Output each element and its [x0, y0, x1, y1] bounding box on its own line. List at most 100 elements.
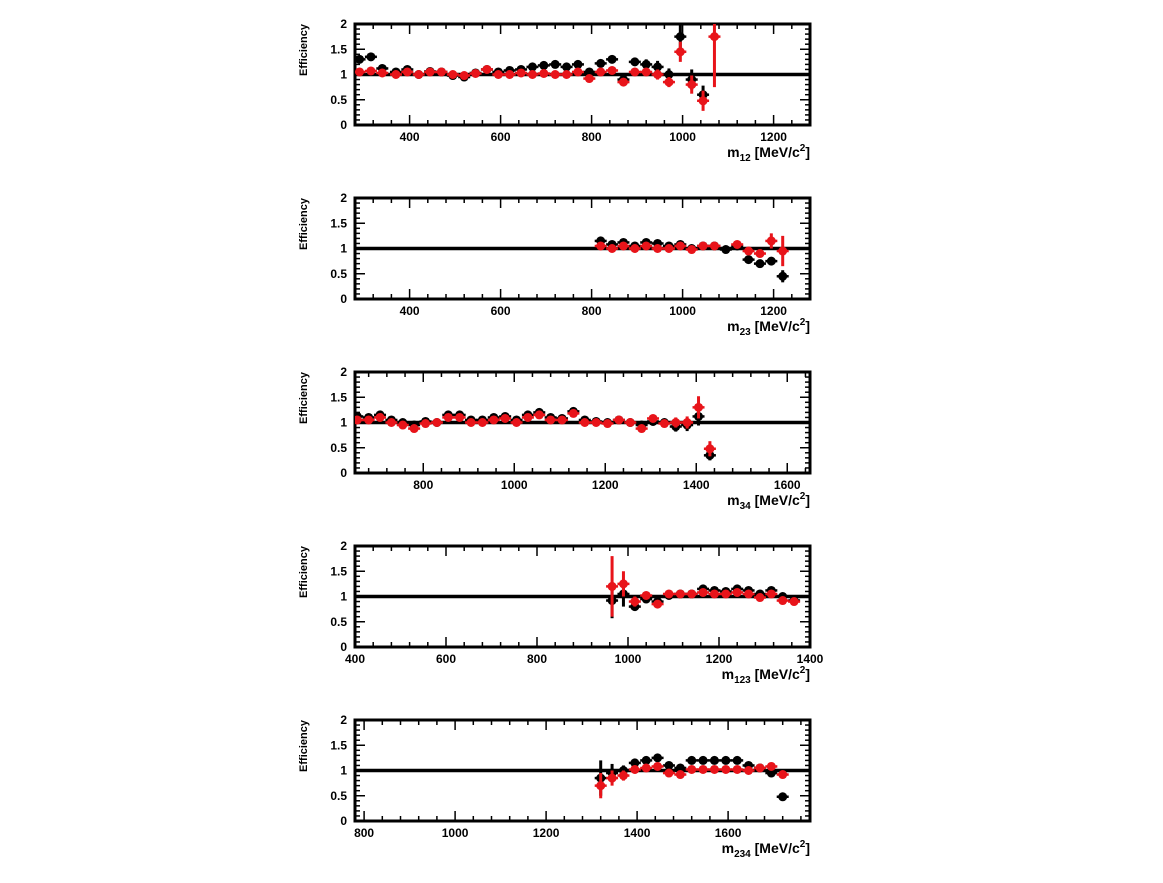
red-data-point [766, 589, 776, 599]
red-data-point [653, 599, 663, 609]
red-data-point [755, 593, 765, 603]
black-data-point [562, 62, 572, 72]
red-data-point [477, 418, 487, 427]
y-tick-label: 2 [340, 17, 347, 31]
panel-svg: 800 1000 1200 1400 1600 0 0.5 1 1.5 2 Efficiency m2… [298, 713, 812, 860]
red-data-point [618, 771, 628, 781]
efficiency-panel-123: 400 600 800 1000 1200 1400 0 0.5 1 1.5 2 Efficiency… [280, 534, 840, 704]
red-data-point [364, 415, 374, 425]
red-data-point [648, 413, 658, 423]
black-data-point [755, 259, 765, 269]
efficiency-panel-234: 800 1000 1200 1400 1600 0 0.5 1 1.5 2 Efficiency m2… [280, 708, 840, 878]
y-tick-label: 0.5 [330, 789, 347, 803]
black-data-point [550, 59, 560, 69]
black-data-point [573, 59, 583, 69]
red-data-point [732, 764, 742, 774]
red-data-point [698, 241, 708, 251]
y-tick-label: 1.5 [330, 42, 347, 56]
red-data-point [641, 763, 651, 773]
black-data-point [732, 755, 742, 765]
red-data-point [607, 65, 617, 75]
x-tick-label: 600 [491, 130, 511, 144]
red-data-point [355, 415, 362, 425]
red-data-point [789, 597, 799, 607]
panel-svg: 400 600 800 1000 1200 0 0.5 1 1.5 2 Efficiency m12 … [298, 17, 812, 164]
red-data-point [550, 70, 560, 79]
x-tick-label: 1000 [501, 478, 528, 492]
red-data-point [421, 419, 431, 429]
red-data-point [744, 766, 754, 775]
red-data-point [489, 415, 499, 425]
red-data-point [436, 67, 446, 77]
y-tick-label: 0 [340, 640, 347, 654]
y-tick-label: 0 [340, 466, 347, 480]
x-tick-label: 400 [345, 652, 365, 666]
red-data-point [671, 418, 681, 427]
red-data-point [744, 589, 754, 599]
y-tick-label: 1.5 [330, 738, 347, 752]
y-tick-label: 0.5 [330, 441, 347, 455]
panel-svg: 400 600 800 1000 1200 0 0.5 1 1.5 2 Efficiency m23 … [298, 191, 812, 338]
y-tick-label: 1 [340, 590, 347, 604]
x-tick-label: 1200 [533, 826, 560, 840]
red-data-point [732, 239, 742, 249]
red-data-point [778, 770, 788, 780]
red-data-point [721, 589, 731, 599]
red-data-point [607, 773, 617, 783]
x-tick-label: 1000 [615, 652, 642, 666]
red-data-point [687, 245, 697, 255]
x-tick-label: 1600 [715, 826, 742, 840]
red-data-point [694, 402, 704, 412]
x-tick-label: 800 [582, 304, 602, 318]
red-data-point [584, 74, 594, 84]
x-axis-label: m123 [MeV/c2] [722, 665, 810, 686]
y-tick-label: 2 [340, 191, 347, 205]
red-data-point [614, 415, 624, 425]
red-data-point [641, 590, 651, 600]
red-data-point [466, 418, 476, 427]
red-data-point [687, 589, 697, 599]
y-tick-label: 0.5 [330, 615, 347, 629]
red-data-point [580, 418, 590, 427]
red-data-point [675, 589, 685, 599]
red-data-point [603, 419, 613, 429]
red-data-point [557, 415, 567, 425]
red-data-point [653, 244, 663, 253]
x-tick-label: 1200 [706, 652, 733, 666]
y-tick-label: 1.5 [330, 390, 347, 404]
red-data-point [618, 77, 628, 87]
x-tick-label: 1200 [592, 478, 619, 492]
y-axis-label: Efficiency [298, 719, 310, 772]
x-axis-label: m12 [MeV/c2] [727, 143, 810, 164]
red-data-point [755, 763, 765, 773]
x-tick-label: 800 [582, 130, 602, 144]
x-tick-label: 800 [413, 478, 433, 492]
red-data-point [641, 67, 651, 77]
red-data-point [546, 415, 556, 425]
red-data-point [425, 67, 435, 77]
red-data-point [653, 761, 663, 771]
red-data-point [618, 241, 628, 251]
x-tick-label: 1000 [669, 130, 696, 144]
red-data-point [386, 418, 396, 427]
red-data-point [687, 80, 697, 90]
y-tick-label: 0 [340, 292, 347, 306]
red-data-point [698, 764, 708, 774]
red-data-point [482, 64, 492, 74]
x-tick-label: 1400 [797, 652, 824, 666]
x-axis-label: m23 [MeV/c2] [727, 317, 810, 338]
red-data-point [512, 418, 522, 427]
red-data-point [596, 781, 606, 791]
red-data-point [355, 67, 365, 77]
red-data-point [766, 236, 776, 246]
x-tick-label: 1200 [760, 304, 787, 318]
red-data-point [625, 418, 635, 427]
red-data-point [698, 96, 708, 106]
black-data-point [766, 256, 776, 266]
black-data-point [698, 755, 708, 765]
red-data-point [366, 66, 376, 76]
x-tick-label: 600 [491, 304, 511, 318]
red-data-point [409, 424, 419, 434]
red-data-point [630, 244, 640, 253]
y-tick-label: 0.5 [330, 267, 347, 281]
